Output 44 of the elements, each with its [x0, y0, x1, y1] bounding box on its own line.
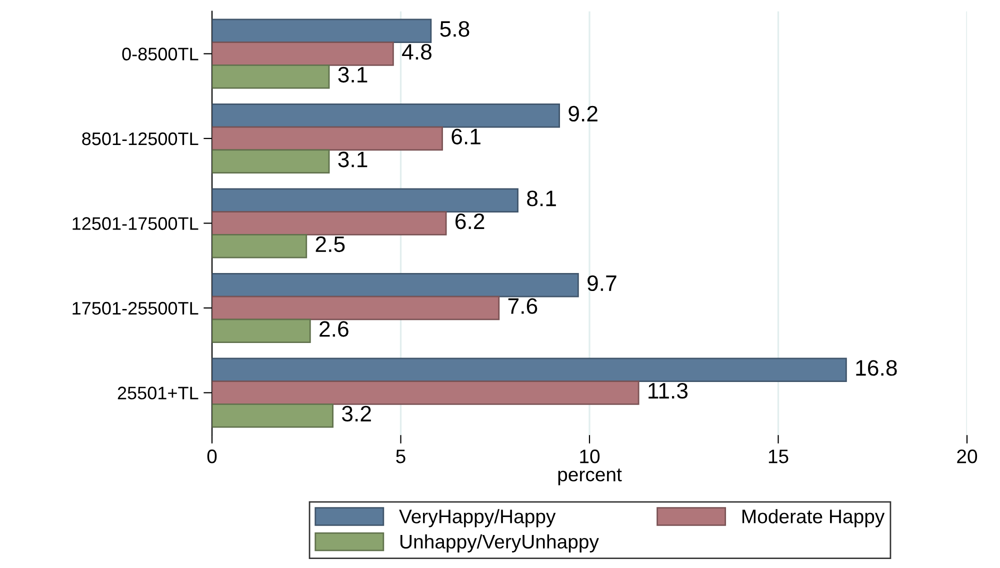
bar [212, 318, 311, 343]
bar [212, 403, 334, 428]
data-label: 3.1 [338, 66, 368, 83]
y-tick-label: 8501-12500TL [82, 132, 198, 146]
data-label: 16.8 [856, 360, 897, 376]
bar [212, 18, 432, 43]
legend-label: Moderate Happy [742, 509, 885, 528]
y-tick-label: 12501-17500TL [72, 217, 198, 230]
data-label: 9.2 [568, 106, 598, 122]
bar [212, 234, 308, 258]
data-label: 11.3 [648, 382, 688, 399]
bar [212, 188, 518, 212]
x-axis-title: percent [558, 468, 622, 486]
bar [212, 272, 579, 298]
data-label: 4.8 [402, 44, 432, 60]
data-label: 8.1 [527, 190, 556, 206]
y-tick-label: 17501-25500TL [72, 302, 198, 315]
y-tick-label: 25501+TL [118, 386, 198, 400]
y-tick-label: 0-8500TL [122, 48, 198, 60]
bar [212, 211, 447, 236]
bar [212, 64, 330, 89]
data-label: 6.2 [456, 213, 484, 230]
data-label: 5.8 [440, 21, 470, 37]
x-tick-label: 20 [957, 449, 978, 464]
x-tick-label: 10 [580, 449, 600, 464]
data-label: 9.7 [588, 275, 616, 292]
x-tick-label: 5 [396, 450, 406, 464]
bar [212, 103, 560, 128]
data-label: 2.5 [316, 236, 345, 252]
bar [212, 358, 847, 382]
bar [212, 380, 640, 405]
bar [212, 42, 394, 66]
data-label: 6.1 [452, 128, 480, 144]
data-label: 2.6 [320, 321, 348, 337]
data-label: 7.6 [508, 298, 538, 314]
x-tick-label: 0 [207, 449, 217, 464]
x-tick-label: 15 [768, 450, 788, 464]
bar [212, 296, 500, 320]
data-label: 3.2 [342, 406, 371, 422]
legend-label: VeryHappy/Happy [399, 509, 556, 528]
bar [212, 149, 330, 174]
data-label: 3.1 [338, 152, 368, 168]
bar [212, 126, 443, 151]
legend-label: Unhappy/VeryUnhappy [400, 534, 599, 552]
